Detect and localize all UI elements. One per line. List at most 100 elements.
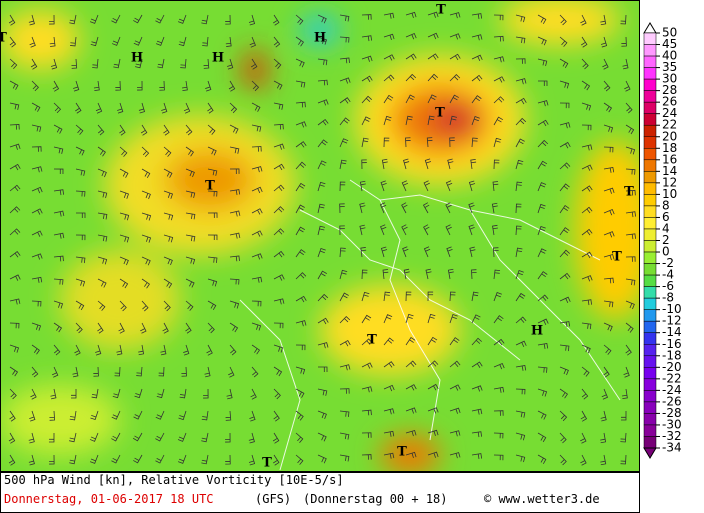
wind-barb: [317, 79, 328, 86]
wind-barb: [339, 432, 350, 440]
wind-barb: [361, 159, 367, 170]
map: T H H H T T T T T T H T T: [0, 0, 640, 472]
wind-barb: [50, 58, 58, 70]
wind-barb: [471, 385, 483, 392]
wind-barb: [559, 432, 567, 444]
wind-barb: [249, 36, 256, 48]
wind-barb: [201, 432, 209, 443]
wind-barb: [273, 163, 285, 171]
wind-barb: [383, 291, 391, 302]
colorbar: 50454035302826242220181614121086420-2-4-…: [643, 22, 682, 459]
colorbar-label: -2: [662, 256, 674, 270]
wind-barb: [600, 454, 607, 466]
colorbar-label: -8: [662, 291, 674, 305]
wind-barb: [141, 300, 149, 312]
colorbar-bottom: [643, 447, 657, 459]
wind-barb: [75, 190, 86, 197]
wind-barb: [207, 322, 215, 334]
wind-barb: [559, 183, 570, 192]
wind-barb: [515, 97, 527, 105]
pressure-center: T: [435, 106, 445, 121]
wind-barb: [445, 180, 453, 192]
wind-barb: [51, 366, 59, 378]
wind-barb: [339, 36, 350, 43]
wind-barb: [134, 388, 143, 399]
colorbar-swatch: [643, 413, 657, 426]
colorbar-swatch: [643, 124, 657, 137]
wind-barb: [383, 337, 394, 346]
wind-barb: [405, 430, 417, 437]
wind-barb: [178, 36, 187, 47]
wind-barb: [471, 408, 483, 415]
wind-barb: [471, 54, 483, 62]
wind-barb: [31, 80, 39, 92]
wind-barb: [620, 454, 627, 465]
wind-barb: [515, 388, 526, 395]
wind-barb: [445, 224, 452, 236]
wind-barb: [383, 115, 392, 126]
wind-barb: [71, 388, 77, 399]
wind-barb: [581, 58, 589, 70]
wind-barb: [427, 115, 435, 126]
wind-barb: [31, 344, 40, 355]
wind-barb: [427, 451, 439, 458]
wind-barb: [537, 366, 548, 373]
wind-barb: [53, 210, 65, 217]
wind-barb: [183, 344, 190, 356]
wind-barb: [427, 313, 436, 324]
wind-barb: [295, 14, 304, 25]
wind-barb: [471, 453, 483, 460]
colorbar-label: 4: [662, 221, 670, 235]
wind-barb: [405, 94, 415, 104]
colorbar-label: -28: [662, 406, 682, 420]
wind-barb: [423, 224, 430, 236]
wind-barb: [361, 409, 372, 416]
wind-barb: [205, 80, 212, 92]
wind-barb: [229, 232, 241, 239]
wind-barb: [97, 278, 107, 288]
wind-barb: [89, 454, 99, 464]
colorbar-swatch: [643, 136, 657, 149]
wind-barb: [273, 80, 283, 90]
wind-barb: [559, 227, 570, 236]
wind-barb: [295, 141, 307, 148]
wind-barb: [141, 168, 151, 179]
pressure-center: H: [314, 31, 326, 46]
wind-barb: [361, 338, 373, 346]
wind-barb: [383, 33, 395, 40]
wind-barb: [273, 36, 281, 48]
wind-barb: [405, 451, 417, 459]
wind-barb: [559, 366, 569, 376]
wind-barb: [317, 139, 328, 148]
wind-barb: [75, 124, 84, 135]
wind-barb: [251, 276, 263, 283]
wind-barb: [625, 256, 636, 262]
wind-barb: [9, 322, 20, 329]
wind-barb: [339, 410, 350, 418]
colorbar-label: 28: [662, 83, 677, 97]
wind-barb: [537, 80, 548, 87]
wind-barb: [361, 362, 373, 369]
wind-barb: [493, 292, 502, 302]
wind-barb: [229, 278, 240, 285]
wind-barb: [155, 432, 165, 442]
wind-barb: [229, 322, 239, 333]
wind-barb: [401, 202, 408, 214]
wind-barb: [493, 14, 504, 21]
wind-barb: [471, 95, 482, 104]
wind-barb: [69, 14, 77, 25]
wind-barb: [493, 432, 504, 439]
wind-barb: [229, 255, 240, 262]
wind-barb: [207, 190, 218, 197]
wind-barb: [493, 137, 502, 148]
wind-barb: [581, 344, 591, 354]
wind-barb: [449, 384, 461, 391]
wind-barb: [339, 181, 346, 192]
wind-barb: [339, 388, 350, 394]
wind-barb: [537, 225, 546, 236]
wind-barb: [9, 58, 18, 70]
wind-barb: [207, 278, 218, 287]
wind-barb: [95, 102, 103, 114]
wind-barb: [427, 53, 439, 60]
wind-barb: [295, 388, 305, 398]
